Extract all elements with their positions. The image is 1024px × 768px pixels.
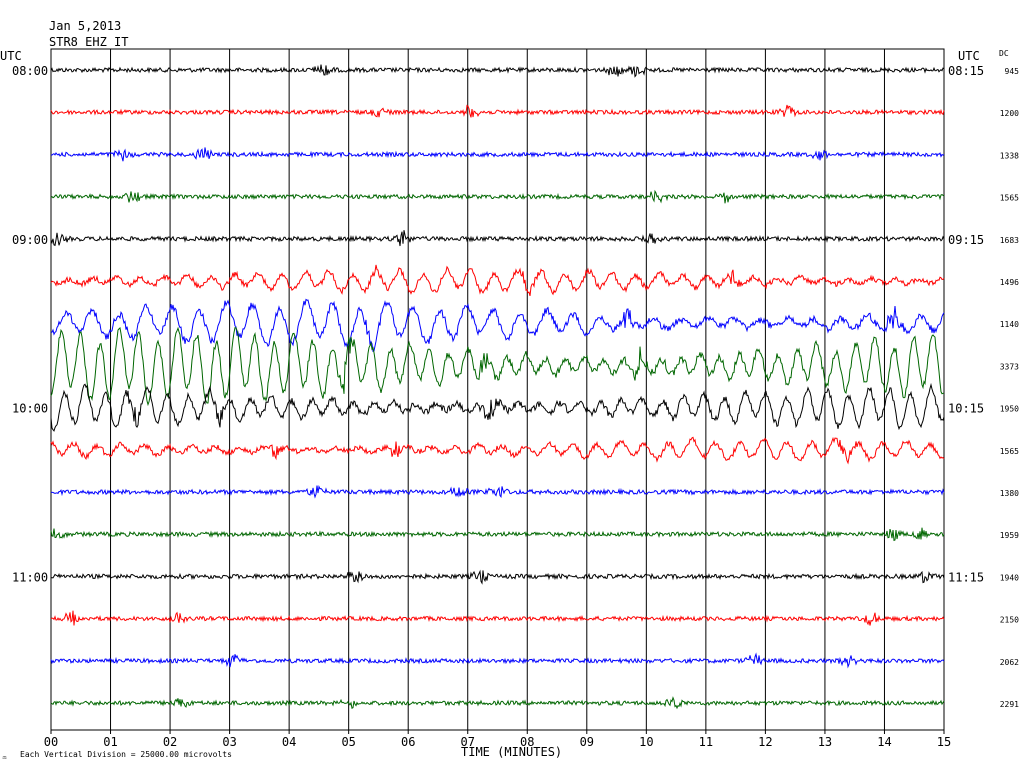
x-tick-label: 14 bbox=[877, 735, 891, 749]
dc-offset-value: 1940 bbox=[1000, 573, 1019, 582]
trace-line-15 bbox=[50, 696, 945, 710]
trace-line-0 bbox=[50, 64, 945, 78]
trace-line-11 bbox=[50, 527, 945, 542]
left-timezone-label: UTC bbox=[0, 49, 22, 63]
x-tick-labels: 00 01 02 03 04 05 06 07 08 09 10 11 12 13 14 15 bbox=[44, 730, 951, 749]
dc-header-label: DC bbox=[999, 49, 1009, 58]
left-hour-label: 08:00 bbox=[12, 64, 48, 78]
trace-line-7 bbox=[50, 326, 945, 407]
dc-offset-value: 1683 bbox=[1000, 236, 1019, 245]
dc-offset-value: 2150 bbox=[1000, 616, 1019, 625]
left-hour-labels: 08:00 09:00 10:00 11:00 bbox=[12, 64, 48, 584]
trace-line-2 bbox=[50, 147, 945, 162]
dc-offset-value: 1496 bbox=[1000, 278, 1019, 287]
x-tick-label: 12 bbox=[758, 735, 772, 749]
plot-frame bbox=[50, 48, 945, 731]
x-tick-label: 05 bbox=[341, 735, 355, 749]
right-hour-label: 08:15 bbox=[948, 64, 984, 78]
x-tick-label: 11 bbox=[699, 735, 713, 749]
scale-note: Each Vertical Division = 25000.00 microv… bbox=[20, 750, 232, 759]
right-hour-label: 10:15 bbox=[948, 402, 984, 416]
trace-line-14 bbox=[50, 652, 945, 669]
left-hour-label: 09:00 bbox=[12, 233, 48, 247]
dc-offset-value: 1200 bbox=[1000, 109, 1019, 118]
date-label: Jan 5,2013 bbox=[49, 19, 121, 33]
dc-offset-value: 1140 bbox=[1000, 320, 1019, 329]
right-timezone-label: UTC bbox=[958, 49, 980, 63]
x-tick-label: 15 bbox=[937, 735, 951, 749]
x-tick-label: 07 bbox=[461, 735, 475, 749]
right-hour-label: 11:15 bbox=[948, 570, 984, 584]
station-label: STR8 EHZ IT bbox=[49, 35, 128, 49]
dc-offset-value: 1338 bbox=[1000, 151, 1019, 160]
grid-lines bbox=[110, 49, 885, 730]
x-tick-label: 01 bbox=[103, 735, 117, 749]
dc-offset-value: 3373 bbox=[1000, 362, 1019, 371]
x-axis-label: TIME (MINUTES) bbox=[461, 745, 562, 759]
dc-offset-value: 1950 bbox=[1000, 405, 1019, 414]
x-tick-label: 06 bbox=[401, 735, 415, 749]
corner-mark: ♒ bbox=[2, 753, 7, 762]
x-tick-label: 04 bbox=[282, 735, 296, 749]
trace-line-12 bbox=[50, 569, 945, 585]
x-tick-label: 00 bbox=[44, 735, 58, 749]
trace-line-4 bbox=[50, 230, 945, 247]
trace-line-9 bbox=[50, 436, 945, 465]
trace-line-3 bbox=[50, 189, 945, 204]
x-tick-label: 08 bbox=[520, 735, 534, 749]
dc-offset-value: 1565 bbox=[1000, 447, 1019, 456]
left-hour-label: 10:00 bbox=[12, 402, 48, 416]
seismic-traces bbox=[50, 64, 945, 710]
x-tick-label: 09 bbox=[580, 735, 594, 749]
x-tick-label: 02 bbox=[163, 735, 177, 749]
left-hour-label: 11:00 bbox=[12, 570, 48, 584]
trace-line-10 bbox=[50, 485, 945, 499]
x-tick-label: 10 bbox=[639, 735, 653, 749]
trace-line-13 bbox=[50, 610, 945, 626]
dc-offset-value: 2291 bbox=[1000, 700, 1019, 709]
x-tick-label: 03 bbox=[222, 735, 236, 749]
right-hour-label: 09:15 bbox=[948, 233, 984, 247]
dc-offset-value: 945 bbox=[1005, 67, 1020, 76]
trace-line-6 bbox=[50, 298, 945, 353]
trace-line-1 bbox=[50, 104, 945, 118]
right-hour-labels: 08:15 09:15 10:15 11:15 bbox=[948, 64, 984, 584]
dc-offset-value: 1959 bbox=[1000, 531, 1019, 540]
trace-line-5 bbox=[50, 264, 945, 297]
x-tick-label: 13 bbox=[818, 735, 832, 749]
trace-line-8 bbox=[50, 382, 945, 432]
dc-offset-value: 2062 bbox=[1000, 658, 1019, 667]
dc-offset-labels: 945 1200 1338 1565 1683 1496 1140 3373 1950 1565 1… bbox=[1000, 67, 1019, 709]
dc-offset-value: 1565 bbox=[1000, 194, 1019, 203]
dc-offset-value: 1380 bbox=[1000, 489, 1019, 498]
